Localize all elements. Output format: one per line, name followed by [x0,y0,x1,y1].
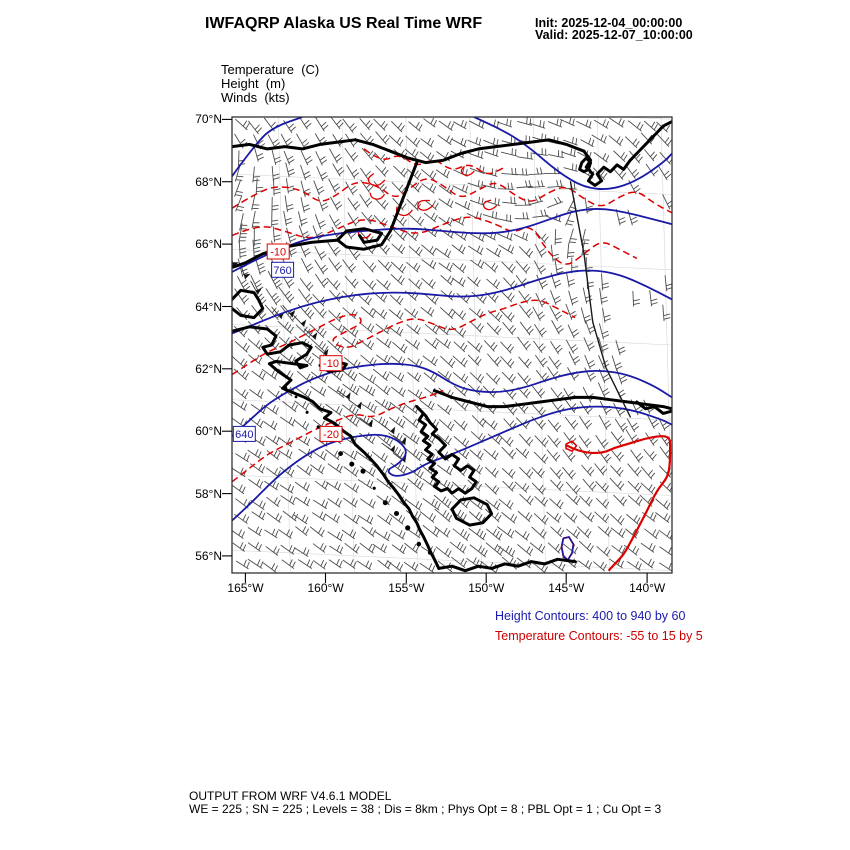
svg-text:-10: -10 [323,358,339,370]
svg-text:-10: -10 [270,247,286,259]
svg-text:640: 640 [235,429,253,441]
svg-text:760: 760 [273,265,291,277]
svg-text:-20: -20 [323,429,339,441]
